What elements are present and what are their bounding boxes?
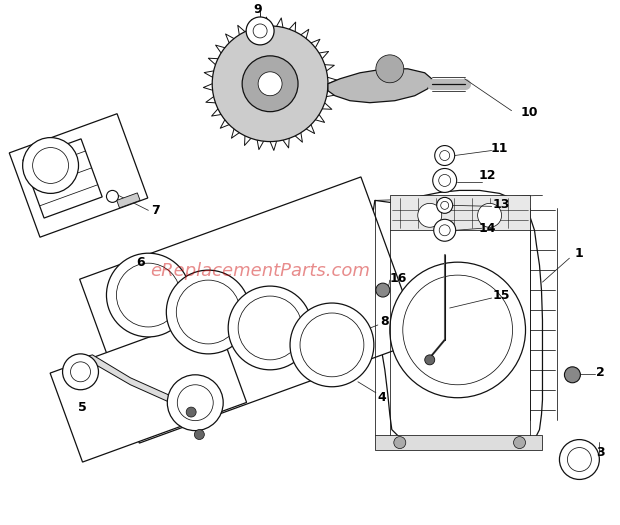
Text: 10: 10 [521, 106, 538, 119]
Circle shape [238, 296, 302, 360]
Text: 12: 12 [479, 169, 497, 182]
Text: 14: 14 [479, 222, 497, 235]
Circle shape [63, 354, 99, 390]
Circle shape [166, 270, 250, 354]
Circle shape [212, 26, 328, 142]
Text: 11: 11 [491, 142, 508, 155]
Circle shape [440, 151, 450, 161]
Text: 2: 2 [596, 366, 604, 379]
Circle shape [186, 407, 196, 417]
Polygon shape [81, 355, 185, 408]
Circle shape [107, 253, 190, 337]
Circle shape [117, 263, 180, 327]
Circle shape [253, 24, 267, 38]
Text: 9: 9 [254, 3, 262, 16]
Polygon shape [328, 69, 432, 103]
Circle shape [71, 362, 91, 382]
Circle shape [559, 439, 600, 479]
Circle shape [290, 303, 374, 387]
Text: 1: 1 [575, 247, 584, 260]
Text: 6: 6 [136, 256, 144, 269]
Circle shape [167, 375, 223, 430]
Circle shape [194, 429, 205, 439]
Text: eReplacementParts.com: eReplacementParts.com [151, 261, 370, 279]
Circle shape [513, 437, 526, 448]
Circle shape [418, 203, 441, 227]
Text: 13: 13 [493, 198, 510, 211]
Text: 7: 7 [151, 204, 160, 217]
Circle shape [176, 280, 240, 344]
Circle shape [258, 72, 282, 96]
Circle shape [435, 145, 454, 165]
Circle shape [390, 262, 526, 398]
Circle shape [477, 203, 502, 227]
Polygon shape [79, 177, 420, 443]
Text: 5: 5 [78, 401, 87, 414]
Polygon shape [375, 435, 542, 449]
Circle shape [403, 275, 513, 385]
Circle shape [434, 219, 456, 242]
Polygon shape [390, 195, 529, 230]
Circle shape [242, 56, 298, 112]
Circle shape [376, 55, 404, 83]
Circle shape [439, 225, 450, 236]
Circle shape [567, 447, 591, 471]
Circle shape [439, 174, 451, 186]
Text: 8: 8 [381, 316, 389, 329]
Circle shape [394, 437, 405, 448]
Text: 16: 16 [389, 271, 407, 285]
Text: 3: 3 [596, 446, 604, 459]
Circle shape [246, 17, 274, 45]
Text: 15: 15 [493, 289, 510, 301]
Text: 4: 4 [378, 391, 386, 404]
Polygon shape [23, 139, 102, 218]
Circle shape [441, 202, 449, 209]
Circle shape [376, 283, 390, 297]
Circle shape [433, 169, 457, 192]
Polygon shape [370, 191, 542, 447]
Circle shape [300, 313, 364, 377]
Circle shape [23, 138, 79, 193]
Polygon shape [50, 313, 247, 462]
Circle shape [33, 148, 69, 183]
Polygon shape [117, 193, 140, 208]
Circle shape [564, 367, 580, 383]
Circle shape [177, 385, 213, 421]
Circle shape [425, 355, 435, 365]
Circle shape [228, 286, 312, 370]
Circle shape [436, 197, 453, 213]
Circle shape [107, 191, 118, 202]
Polygon shape [9, 114, 148, 237]
